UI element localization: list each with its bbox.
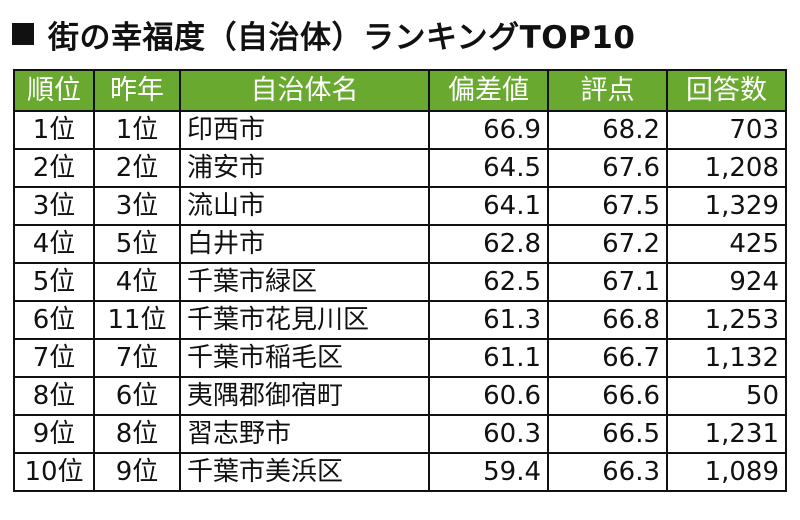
header-score: 評点 — [547, 69, 668, 112]
cell-rank: 3位 — [13, 186, 95, 226]
cell-deviation: 61.3 — [428, 300, 549, 340]
cell-responses: 50 — [666, 376, 787, 416]
table-row: 10位 9位 千葉市美浜区 59.4 66.3 1,089 — [13, 452, 787, 492]
table-row: 4位 5位 白井市 62.8 67.2 425 — [13, 224, 787, 264]
header-responses: 回答数 — [666, 69, 787, 112]
cell-responses: 924 — [666, 262, 787, 302]
cell-name: 千葉市美浜区 — [179, 452, 430, 492]
cell-deviation: 64.5 — [428, 148, 549, 188]
cell-prev: 9位 — [93, 452, 181, 492]
table-row: 5位 4位 千葉市緑区 62.5 67.1 924 — [13, 262, 787, 302]
cell-score: 66.3 — [547, 452, 668, 492]
cell-score: 66.8 — [547, 300, 668, 340]
cell-name: 白井市 — [179, 224, 430, 264]
cell-rank: 2位 — [13, 148, 95, 188]
cell-score: 66.7 — [547, 338, 668, 378]
cell-deviation: 61.1 — [428, 338, 549, 378]
cell-prev: 2位 — [93, 148, 181, 188]
page-title: 街の幸福度（自治体）ランキングTOP10 — [48, 19, 636, 56]
cell-rank: 7位 — [13, 338, 95, 378]
header-prev: 昨年 — [93, 69, 181, 112]
cell-prev: 7位 — [93, 338, 181, 378]
cell-name: 浦安市 — [179, 148, 430, 188]
cell-score: 66.5 — [547, 414, 668, 454]
cell-score: 67.6 — [547, 148, 668, 188]
cell-name: 千葉市花見川区 — [179, 300, 430, 340]
cell-name: 流山市 — [179, 186, 430, 226]
cell-responses: 1,329 — [666, 186, 787, 226]
cell-deviation: 60.6 — [428, 376, 549, 416]
cell-rank: 9位 — [13, 414, 95, 454]
cell-rank: 10位 — [13, 452, 95, 492]
table-row: 1位 1位 印西市 66.9 68.2 703 — [13, 110, 787, 150]
black-square-icon — [12, 23, 34, 45]
cell-rank: 4位 — [13, 224, 95, 264]
cell-deviation: 59.4 — [428, 452, 549, 492]
cell-prev: 8位 — [93, 414, 181, 454]
cell-prev: 5位 — [93, 224, 181, 264]
table-header: 順位 昨年 自治体名 偏差値 評点 回答数 — [13, 69, 787, 112]
cell-deviation: 66.9 — [428, 110, 549, 150]
table-row: 8位 6位 夷隅郡御宿町 60.6 66.6 50 — [13, 376, 787, 416]
table-row: 2位 2位 浦安市 64.5 67.6 1,208 — [13, 148, 787, 188]
header-name: 自治体名 — [179, 69, 430, 112]
cell-responses: 1,089 — [666, 452, 787, 492]
cell-prev: 1位 — [93, 110, 181, 150]
cell-deviation: 62.5 — [428, 262, 549, 302]
cell-score: 66.6 — [547, 376, 668, 416]
cell-responses: 425 — [666, 224, 787, 264]
cell-prev: 11位 — [93, 300, 181, 340]
cell-rank: 8位 — [13, 376, 95, 416]
table-row: 9位 8位 習志野市 60.3 66.5 1,231 — [13, 414, 787, 454]
cell-responses: 1,253 — [666, 300, 787, 340]
cell-responses: 1,132 — [666, 338, 787, 378]
cell-deviation: 62.8 — [428, 224, 549, 264]
page-title-bar: 街の幸福度（自治体）ランキングTOP10 — [12, 8, 635, 60]
cell-score: 67.5 — [547, 186, 668, 226]
cell-rank: 6位 — [13, 300, 95, 340]
cell-prev: 4位 — [93, 262, 181, 302]
table-row: 7位 7位 千葉市稲毛区 61.1 66.7 1,132 — [13, 338, 787, 378]
cell-score: 68.2 — [547, 110, 668, 150]
cell-responses: 1,208 — [666, 148, 787, 188]
cell-prev: 3位 — [93, 186, 181, 226]
cell-prev: 6位 — [93, 376, 181, 416]
cell-score: 67.1 — [547, 262, 668, 302]
table-body: 1位 1位 印西市 66.9 68.2 703 2位 2位 浦安市 64.5 6… — [13, 110, 787, 492]
ranking-table: 順位 昨年 自治体名 偏差値 評点 回答数 1位 1位 印西市 66.9 68.… — [13, 69, 787, 492]
header-row: 順位 昨年 自治体名 偏差値 評点 回答数 — [13, 69, 787, 112]
cell-responses: 703 — [666, 110, 787, 150]
cell-name: 千葉市緑区 — [179, 262, 430, 302]
cell-name: 習志野市 — [179, 414, 430, 454]
cell-name: 夷隅郡御宿町 — [179, 376, 430, 416]
cell-name: 千葉市稲毛区 — [179, 338, 430, 378]
cell-name: 印西市 — [179, 110, 430, 150]
header-rank: 順位 — [13, 69, 95, 112]
table-row: 6位 11位 千葉市花見川区 61.3 66.8 1,253 — [13, 300, 787, 340]
cell-score: 67.2 — [547, 224, 668, 264]
header-deviation: 偏差値 — [428, 69, 549, 112]
cell-responses: 1,231 — [666, 414, 787, 454]
cell-rank: 5位 — [13, 262, 95, 302]
cell-deviation: 64.1 — [428, 186, 549, 226]
table-row: 3位 3位 流山市 64.1 67.5 1,329 — [13, 186, 787, 226]
cell-rank: 1位 — [13, 110, 95, 150]
cell-deviation: 60.3 — [428, 414, 549, 454]
